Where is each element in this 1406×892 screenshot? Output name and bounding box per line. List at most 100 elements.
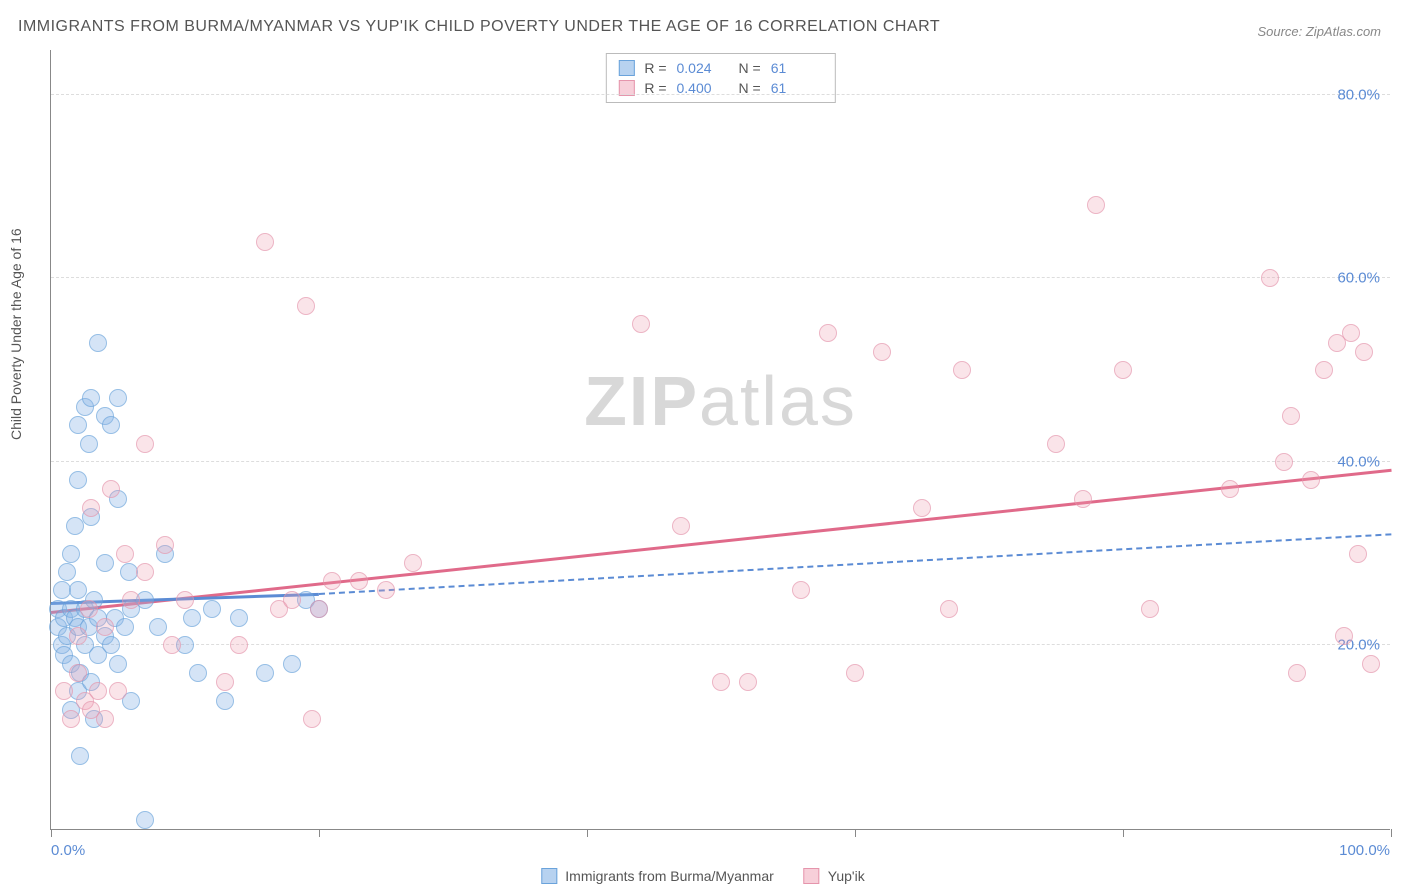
data-point: [1302, 471, 1320, 489]
r-label: R =: [644, 60, 666, 76]
data-point: [256, 664, 274, 682]
data-point: [109, 655, 127, 673]
data-point: [89, 682, 107, 700]
data-point: [71, 747, 89, 765]
swatch-s1: [618, 60, 634, 76]
data-point: [69, 471, 87, 489]
data-point: [283, 591, 301, 609]
x-tick-max: 100.0%: [1339, 842, 1390, 859]
data-point: [739, 673, 757, 691]
data-point: [940, 600, 958, 618]
data-point: [1047, 435, 1065, 453]
data-point: [189, 664, 207, 682]
data-point: [1141, 600, 1159, 618]
data-point: [297, 297, 315, 315]
data-point: [712, 673, 730, 691]
data-point: [283, 655, 301, 673]
data-point: [163, 636, 181, 654]
data-point: [1362, 655, 1380, 673]
data-point: [230, 636, 248, 654]
data-point: [96, 554, 114, 572]
data-point: [1335, 627, 1353, 645]
data-point: [96, 710, 114, 728]
data-point: [303, 710, 321, 728]
data-point: [323, 572, 341, 590]
data-point: [102, 480, 120, 498]
data-point: [66, 517, 84, 535]
x-tick-min: 0.0%: [51, 842, 85, 859]
trendline-s1-dashed: [319, 533, 1391, 595]
data-point: [1288, 664, 1306, 682]
gridline: [51, 461, 1390, 462]
data-point: [1342, 324, 1360, 342]
x-tick: [1123, 829, 1124, 837]
data-point: [80, 435, 98, 453]
data-point: [1114, 361, 1132, 379]
data-point: [136, 811, 154, 829]
data-point: [216, 692, 234, 710]
data-point: [819, 324, 837, 342]
data-point: [792, 581, 810, 599]
legend-label-s1: Immigrants from Burma/Myanmar: [565, 868, 773, 884]
y-tick-label: 80.0%: [1337, 86, 1380, 103]
trendline-s2: [51, 469, 1391, 614]
data-point: [136, 435, 154, 453]
data-point: [404, 554, 422, 572]
data-point: [256, 233, 274, 251]
legend-row-s2: R = 0.400 N = 61: [618, 78, 822, 98]
gridline: [51, 277, 1390, 278]
legend-item-s2: Yup'ik: [804, 868, 865, 884]
data-point: [69, 416, 87, 434]
watermark-bold: ZIP: [584, 362, 699, 440]
data-point: [350, 572, 368, 590]
source-attribution: Source: ZipAtlas.com: [1257, 24, 1381, 39]
chart-title: IMMIGRANTS FROM BURMA/MYANMAR VS YUP'IK …: [18, 18, 940, 36]
legend-label-s2: Yup'ik: [828, 868, 865, 884]
data-point: [102, 416, 120, 434]
data-point: [102, 636, 120, 654]
x-tick: [51, 829, 52, 837]
data-point: [109, 389, 127, 407]
data-point: [156, 536, 174, 554]
data-point: [1315, 361, 1333, 379]
data-point: [89, 334, 107, 352]
data-point: [96, 618, 114, 636]
watermark-light: atlas: [699, 362, 857, 440]
data-point: [1275, 453, 1293, 471]
data-point: [1221, 480, 1239, 498]
data-point: [122, 591, 140, 609]
data-point: [82, 389, 100, 407]
r-value-s1: 0.024: [677, 60, 729, 76]
data-point: [953, 361, 971, 379]
gridline: [51, 94, 1390, 95]
legend-item-s1: Immigrants from Burma/Myanmar: [541, 868, 773, 884]
scatter-plot-area: ZIPatlas R = 0.024 N = 61 R = 0.400 N = …: [50, 50, 1390, 830]
data-point: [873, 343, 891, 361]
data-point: [69, 664, 87, 682]
watermark: ZIPatlas: [584, 361, 857, 441]
data-point: [1349, 545, 1367, 563]
gridline: [51, 644, 1390, 645]
data-point: [846, 664, 864, 682]
data-point: [1261, 269, 1279, 287]
data-point: [62, 710, 80, 728]
data-point: [116, 545, 134, 563]
data-point: [80, 600, 98, 618]
series-legend: Immigrants from Burma/Myanmar Yup'ik: [541, 868, 864, 884]
x-tick: [587, 829, 588, 837]
y-axis-label: Child Poverty Under the Age of 16: [8, 228, 24, 440]
data-point: [672, 517, 690, 535]
data-point: [136, 563, 154, 581]
data-point: [1355, 343, 1373, 361]
data-point: [203, 600, 221, 618]
data-point: [1074, 490, 1092, 508]
data-point: [62, 545, 80, 563]
n-label: N =: [739, 60, 761, 76]
data-point: [55, 682, 73, 700]
data-point: [109, 682, 127, 700]
data-point: [183, 609, 201, 627]
legend-row-s1: R = 0.024 N = 61: [618, 58, 822, 78]
swatch-icon: [804, 868, 820, 884]
data-point: [82, 499, 100, 517]
swatch-icon: [541, 868, 557, 884]
